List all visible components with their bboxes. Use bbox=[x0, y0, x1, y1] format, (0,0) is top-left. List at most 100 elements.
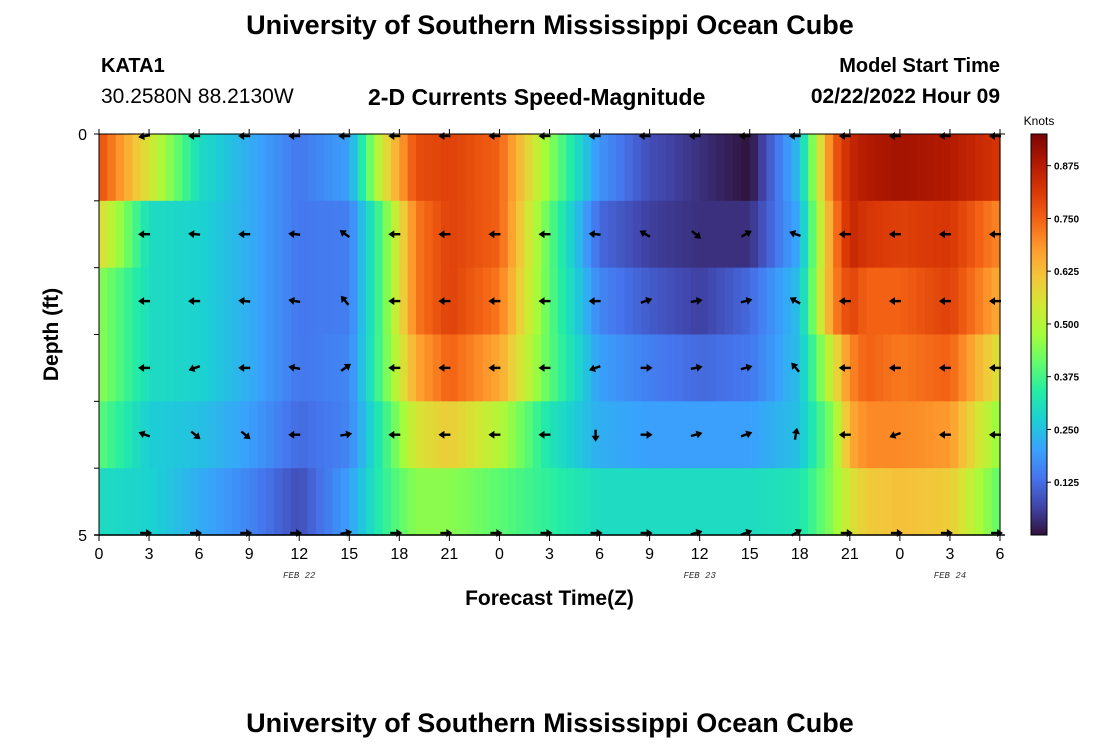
heatmap-cell bbox=[449, 401, 459, 469]
x-axis-label: Forecast Time(Z) bbox=[465, 587, 634, 610]
heatmap-cell bbox=[883, 401, 893, 469]
heatmap-cell bbox=[516, 267, 526, 336]
model-start-label: Model Start Time bbox=[839, 55, 1000, 77]
heatmap-cell bbox=[149, 200, 158, 269]
heatmap-cell bbox=[441, 468, 450, 536]
heatmap-cell bbox=[390, 134, 400, 202]
heatmap-cell bbox=[432, 468, 442, 536]
heatmap-cell bbox=[357, 267, 367, 336]
heatmap-cell bbox=[833, 401, 843, 469]
x-tick-label: 21 bbox=[841, 546, 859, 563]
heatmap-cell bbox=[874, 401, 884, 469]
heatmap-cell bbox=[941, 468, 951, 536]
heatmap-cell bbox=[582, 334, 592, 402]
heatmap-cell bbox=[983, 401, 993, 469]
heatmap-cell bbox=[749, 334, 759, 402]
heatmap-cell bbox=[566, 200, 576, 269]
heatmap-cell bbox=[524, 200, 534, 269]
current-arrow bbox=[339, 230, 351, 239]
heatmap-cell bbox=[399, 468, 409, 536]
heatmap-cell bbox=[824, 267, 834, 336]
heatmap-cell bbox=[899, 468, 909, 536]
heatmap-cell bbox=[607, 267, 617, 336]
heatmap-cell bbox=[783, 401, 793, 469]
heatmap-cell bbox=[958, 334, 968, 402]
x-tick-label: 12 bbox=[691, 546, 709, 563]
current-arrow bbox=[288, 296, 301, 305]
heatmap-cell bbox=[466, 468, 476, 536]
heatmap-cell bbox=[666, 267, 676, 336]
heatmap-cell bbox=[874, 468, 884, 536]
heatmap-cell bbox=[641, 468, 651, 536]
heatmap-cell bbox=[724, 468, 734, 536]
heatmap-cell bbox=[124, 468, 133, 536]
heatmap-cell bbox=[824, 334, 834, 402]
heatmap-cell bbox=[991, 468, 1001, 536]
heatmap-cell bbox=[149, 334, 158, 402]
heatmap-cell bbox=[232, 334, 242, 402]
heatmap-cell bbox=[474, 334, 484, 402]
heatmap-cell bbox=[365, 401, 375, 469]
heatmap-cell bbox=[282, 267, 292, 336]
heatmap-cell bbox=[365, 200, 375, 269]
heatmap-cell bbox=[974, 267, 984, 336]
heatmap-cell bbox=[858, 401, 868, 469]
heatmap-cell bbox=[499, 468, 509, 536]
heatmap-cell bbox=[716, 134, 726, 202]
heatmap-cell bbox=[874, 200, 884, 269]
heatmap-cell bbox=[724, 134, 734, 202]
current-arrow bbox=[740, 528, 753, 537]
x-tick-label: 0 bbox=[495, 546, 504, 563]
x-tick-label: 0 bbox=[95, 546, 104, 563]
heatmap-cell bbox=[107, 134, 117, 202]
heatmap-cell bbox=[849, 468, 859, 536]
heatmap-cell bbox=[766, 267, 776, 336]
heatmap-cell bbox=[424, 134, 434, 202]
heatmap-cell bbox=[466, 200, 476, 269]
heatmap-cell bbox=[899, 267, 909, 336]
heatmap-cell bbox=[482, 468, 492, 536]
colorbar-tick-label: 0.375 bbox=[1054, 373, 1079, 384]
heatmap-cell bbox=[624, 334, 634, 402]
colorbar-tick-label: 0.125 bbox=[1054, 478, 1079, 489]
heatmap-cell bbox=[858, 468, 868, 536]
heatmap-cell bbox=[649, 468, 659, 536]
heatmap-cell bbox=[749, 134, 759, 202]
chart-title-top: University of Southern Mississippi Ocean… bbox=[246, 10, 854, 40]
x-tick-label: 15 bbox=[340, 546, 358, 563]
heatmap-cell bbox=[232, 200, 242, 269]
heatmap-cell bbox=[624, 200, 634, 269]
heatmap-cell bbox=[858, 134, 868, 202]
heatmap-cell bbox=[157, 334, 167, 402]
heatmap-cell bbox=[140, 134, 150, 202]
heatmap-cell bbox=[340, 134, 350, 202]
heatmap-cell bbox=[365, 468, 375, 536]
heatmap-cell bbox=[632, 334, 642, 402]
heatmap-cell bbox=[958, 267, 968, 336]
heatmap-cell bbox=[399, 267, 409, 336]
heatmap-cell bbox=[708, 401, 717, 469]
heatmap-cell bbox=[507, 401, 517, 469]
heatmap-cell bbox=[416, 334, 425, 402]
heatmap-cell bbox=[774, 468, 784, 536]
heatmap-cell bbox=[699, 200, 709, 269]
heatmap-cell bbox=[207, 401, 217, 469]
heatmap-cell bbox=[332, 401, 342, 469]
heatmap-cell bbox=[457, 200, 467, 269]
heatmap-cell bbox=[908, 200, 918, 269]
heatmap-cell bbox=[99, 401, 108, 469]
heatmap-cell bbox=[849, 334, 859, 402]
heatmap-cell bbox=[432, 401, 442, 469]
current-arrow bbox=[690, 363, 703, 372]
heatmap-cell bbox=[924, 200, 934, 269]
heatmap-cell bbox=[382, 334, 392, 402]
current-arrow bbox=[740, 296, 753, 305]
speed-heatmap bbox=[99, 134, 1001, 536]
heatmap-cell bbox=[966, 267, 976, 336]
heatmap-cell bbox=[574, 468, 584, 536]
heatmap-cell bbox=[324, 134, 334, 202]
heatmap-cell bbox=[532, 267, 542, 336]
heatmap-cell bbox=[949, 267, 959, 336]
heatmap-cell bbox=[557, 401, 567, 469]
heatmap-cell bbox=[165, 267, 175, 336]
